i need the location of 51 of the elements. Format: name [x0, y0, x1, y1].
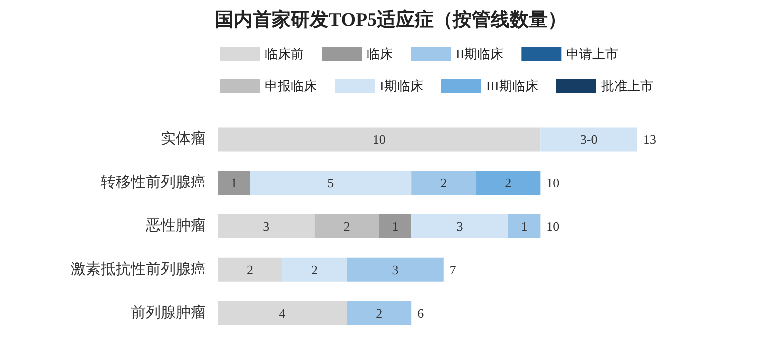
bar	[218, 171, 250, 196]
chart-title: 国内首家研发TOP5适应症（按管线数量）	[214, 9, 568, 31]
total-label: 7	[450, 262, 457, 278]
legend-label: II期临床	[456, 46, 504, 62]
total-label: 10	[546, 219, 560, 234]
bar	[218, 128, 541, 152]
bar	[250, 171, 412, 196]
total-label: 10	[546, 176, 560, 191]
data-label: 4	[279, 306, 286, 321]
bar	[412, 214, 508, 238]
bar	[347, 258, 444, 282]
legend-label: III期临床	[486, 78, 538, 94]
total-label: 6	[418, 306, 425, 321]
data-label: 10	[372, 132, 386, 148]
data-label: 3-0	[580, 132, 598, 148]
y-tick-label: 前列腺肿瘤	[131, 304, 206, 322]
legend-label: 申请上市	[566, 46, 619, 62]
bar	[476, 171, 541, 196]
legend-label: 批准上市	[601, 78, 654, 94]
data-label: 1	[521, 219, 528, 234]
bar	[379, 214, 412, 238]
y-tick-label: 激素抵抗性前列腺癌	[71, 260, 206, 278]
bar	[282, 258, 348, 282]
data-label: 2	[376, 306, 383, 321]
y-tick-label: 恶性肿瘤	[145, 218, 206, 234]
data-label: 1	[230, 176, 238, 191]
bar	[218, 258, 283, 282]
bar	[412, 171, 476, 196]
legend-label: 临床前	[265, 46, 304, 62]
data-label: 3	[392, 262, 399, 278]
data-label: 2	[344, 219, 350, 234]
legend-label: 申报临床	[265, 78, 317, 94]
bar	[347, 301, 412, 326]
data-label: 2	[247, 262, 254, 278]
y-tick-label: 实体瘤	[161, 130, 206, 148]
data-label: 2	[440, 176, 448, 191]
bar	[508, 214, 541, 238]
legend-label: 临床	[367, 46, 393, 62]
bar	[314, 214, 380, 238]
total-label: 13	[643, 132, 656, 148]
bar	[540, 128, 638, 152]
data-label: 5	[328, 176, 334, 191]
y-tick-label: 转移性前列腺癌	[101, 174, 206, 192]
legend-label: I期临床	[380, 78, 424, 94]
data-label: 1	[392, 219, 399, 234]
data-label: 3	[456, 219, 464, 234]
data-label: 3	[263, 219, 270, 234]
data-label: 2	[312, 262, 318, 278]
bar	[218, 214, 315, 238]
data-label: 2	[505, 176, 512, 191]
bar	[218, 301, 348, 326]
